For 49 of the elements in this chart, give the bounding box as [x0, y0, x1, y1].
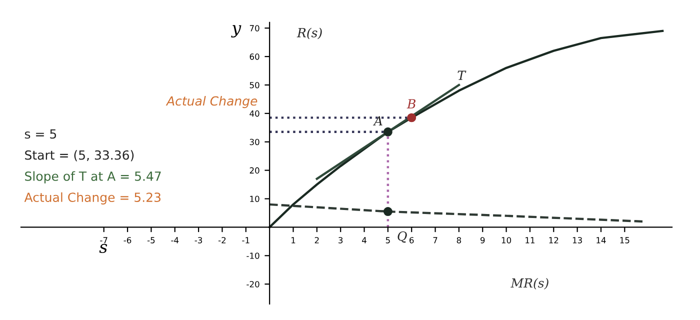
- y-tick-label: 70: [250, 25, 260, 32]
- x-tick-label: 15: [620, 237, 630, 244]
- annotation: B: [406, 99, 416, 108]
- annotation: MR(s): [510, 278, 548, 290]
- annotation: Start = (5, 33.36): [25, 150, 134, 162]
- x-tick-label: 2: [314, 237, 319, 244]
- y-axis-title: y: [231, 25, 242, 38]
- point: [383, 207, 392, 216]
- annotation: Q: [398, 231, 407, 243]
- y-tick-label: 30: [250, 138, 260, 146]
- x-tick-label: -4: [171, 237, 179, 244]
- x-tick-label: -1: [242, 237, 250, 244]
- x-tick-label: -2: [218, 237, 226, 244]
- annotation: T: [458, 70, 466, 80]
- y-tick-label: 10: [250, 196, 260, 202]
- x-tick-label: 4: [362, 237, 366, 244]
- point: [383, 127, 392, 136]
- y-tick-label: -20: [246, 281, 260, 288]
- x-tick-label: 12: [549, 237, 558, 244]
- x-tick-label: -6: [124, 237, 132, 244]
- x-tick-label: 7: [433, 237, 438, 244]
- x-tick-label: 13: [572, 237, 582, 244]
- line-series: [268, 203, 645, 223]
- annotation: Actual Change: [166, 96, 258, 108]
- annotation: Actual Change = 5.23: [24, 192, 160, 204]
- x-tick-label: -7: [100, 237, 108, 244]
- annotation: R(s): [296, 28, 322, 40]
- y-tick-label: 50: [250, 82, 260, 88]
- y-tick-label: 20: [250, 167, 260, 174]
- y-tick-label: -10: [246, 252, 260, 259]
- x-tick-label: 5: [386, 237, 390, 244]
- annotation: A: [372, 116, 382, 126]
- x-tick-label: 1: [292, 237, 296, 244]
- y-tick-label: 40: [250, 110, 260, 117]
- x-tick-label: 10: [502, 237, 512, 244]
- x-tick-label: 9: [480, 237, 485, 244]
- x-tick-label: 14: [596, 237, 606, 244]
- x-tick-label: 11: [526, 237, 534, 244]
- x-tick-label: -5: [147, 237, 155, 244]
- x-tick-label: 3: [338, 237, 343, 244]
- x-tick-label: -3: [194, 237, 202, 244]
- x-axis-title: s: [99, 244, 108, 254]
- x-tick-label: 8: [456, 237, 462, 244]
- line-series: [268, 30, 664, 228]
- annotation: s = 5: [24, 129, 56, 139]
- annotation: Slope of T at A = 5.47: [25, 171, 161, 184]
- point: [407, 113, 416, 122]
- y-tick-label: 60: [250, 54, 260, 60]
- x-tick-label: 6: [410, 237, 414, 244]
